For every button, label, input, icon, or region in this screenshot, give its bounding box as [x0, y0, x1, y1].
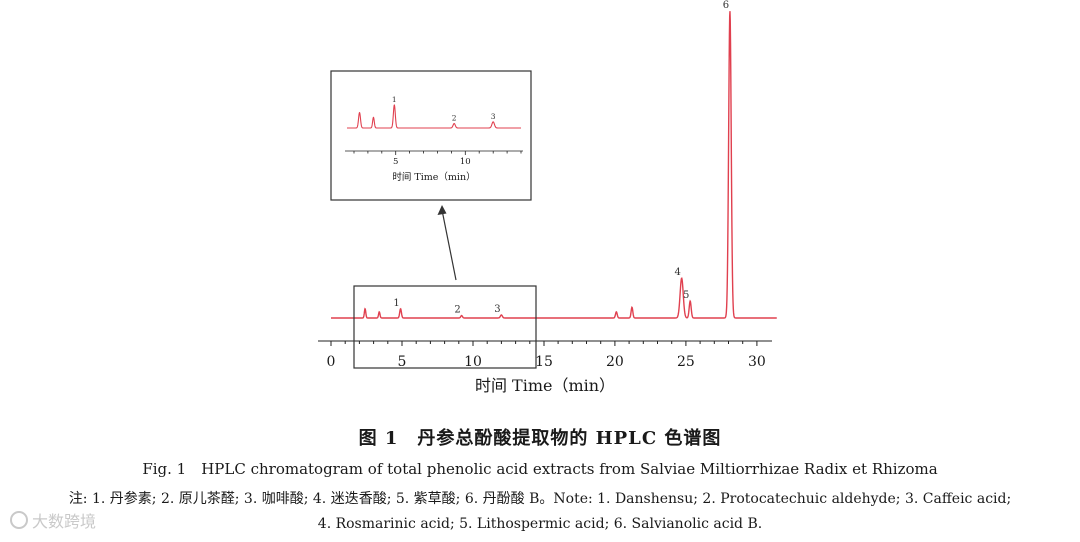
inset-frame	[330, 70, 532, 201]
main-tick-label: 25	[677, 354, 695, 370]
main-peak-label: 2	[454, 305, 460, 316]
inset-tick-label: 5	[393, 157, 398, 167]
zoom-arrow-line	[441, 209, 457, 281]
main-peak-label: 5	[683, 290, 689, 301]
inset-peak-labels: 1 2 3	[392, 95, 496, 123]
main-tick-label: 15	[535, 354, 553, 370]
inset-peak-label: 3	[491, 112, 496, 121]
main-x-axis-label: 时间 Time（min）	[475, 376, 615, 395]
inset-peak-label: 1	[392, 95, 397, 104]
figure-note-line-1: 注: 1. 丹参素; 2. 原儿茶醛; 3. 咖啡酸; 4. 迷迭香酸; 5. …	[68, 491, 1012, 507]
brand-logo-icon	[10, 511, 28, 529]
main-tick-label: 20	[606, 354, 624, 370]
inset-peak-label: 2	[452, 114, 457, 123]
main-peak-label: 4	[675, 267, 681, 278]
inset-x-axis-label: 时间 Time（min）	[392, 171, 475, 183]
main-tick-label: 30	[748, 354, 766, 370]
main-peak-label: 6	[723, 0, 729, 11]
main-peak-label: 1	[393, 298, 399, 309]
main-tick-label: 0	[327, 354, 336, 370]
main-peak-labels: 1 2 3 4 5 6	[393, 0, 729, 316]
main-x-ticks: 0 5 10 15 20 25 30	[327, 341, 766, 370]
zoom-arrow-head-icon	[437, 205, 447, 215]
inset-x-ticks: 5 10	[353, 151, 522, 167]
main-tick-label: 5	[398, 354, 407, 370]
figure-title-english: Fig. 1 HPLC chromatogram of total phenol…	[142, 460, 938, 478]
figure-note-line-2: 4. Rosmarinic acid; 5. Lithospermic acid…	[317, 516, 763, 532]
main-tick-label: 10	[464, 354, 482, 370]
watermark-text: 大数跨境	[32, 512, 97, 531]
inset-tick-label: 10	[460, 157, 471, 167]
inset-chromatogram: 1 2 3 5 10 时间 Time（min）	[345, 95, 523, 183]
figure-title-chinese: 图 1 丹参总酚酸提取物的 HPLC 色谱图	[358, 428, 722, 449]
main-peak-label: 3	[494, 304, 500, 315]
inset-chromatogram-trace	[347, 104, 521, 129]
watermark: 大数跨境	[10, 508, 96, 532]
hplc-figure: 1 2 3 4 5 6 0 5 10 15 20 25 30 时间 Time（min） 1 2 3 5 10…	[318, 0, 777, 395]
zoom-highlight-box	[353, 285, 537, 369]
main-chromatogram-trace	[331, 11, 777, 319]
